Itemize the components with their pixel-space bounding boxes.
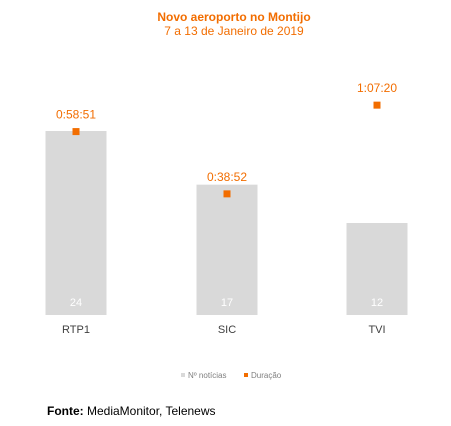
- duration-marker-sic: [223, 190, 231, 198]
- legend-swatch-bar: [181, 373, 185, 377]
- bar-sic: [196, 184, 258, 315]
- legend-label-bar: Nº notícias: [188, 371, 227, 380]
- x-tick-label: RTP1: [62, 324, 90, 336]
- chart-title: Novo aeroporto no Montijo: [157, 10, 310, 24]
- bar-value-label: 17: [221, 297, 233, 309]
- source-label: Fonte:: [47, 404, 84, 418]
- x-tick-label: SIC: [218, 324, 236, 336]
- bar-rtp1: [45, 131, 107, 315]
- duration-marker-tvi: [373, 101, 381, 109]
- bar-tvi: [346, 223, 408, 315]
- duration-marker-rtp1: [72, 128, 80, 136]
- duration-value-label: 1:07:20: [357, 81, 397, 95]
- bar-value-label: 12: [371, 297, 383, 309]
- source-note: Fonte: MediaMonitor, Telenews: [47, 404, 216, 418]
- legend: Nº notícias Duração: [181, 371, 282, 380]
- chart-svg: Novo aeroporto no Montijo 7 a 13 de Jane…: [45, 10, 408, 380]
- legend-swatch-marker: [244, 373, 248, 377]
- source-text: MediaMonitor, Telenews: [83, 404, 216, 418]
- x-tick-label: TVI: [368, 324, 385, 336]
- chart-subtitle: 7 a 13 de Janeiro de 2019: [164, 24, 304, 38]
- legend-label-marker: Duração: [251, 371, 282, 380]
- plot-area: 24 RTP1 0:58:51 17 SIC 0:38:52 12 TVI 1:07:20: [45, 81, 408, 336]
- bar-value-label: 24: [70, 297, 82, 309]
- duration-value-label: 0:58:51: [56, 108, 96, 122]
- duration-value-label: 0:38:52: [207, 170, 247, 184]
